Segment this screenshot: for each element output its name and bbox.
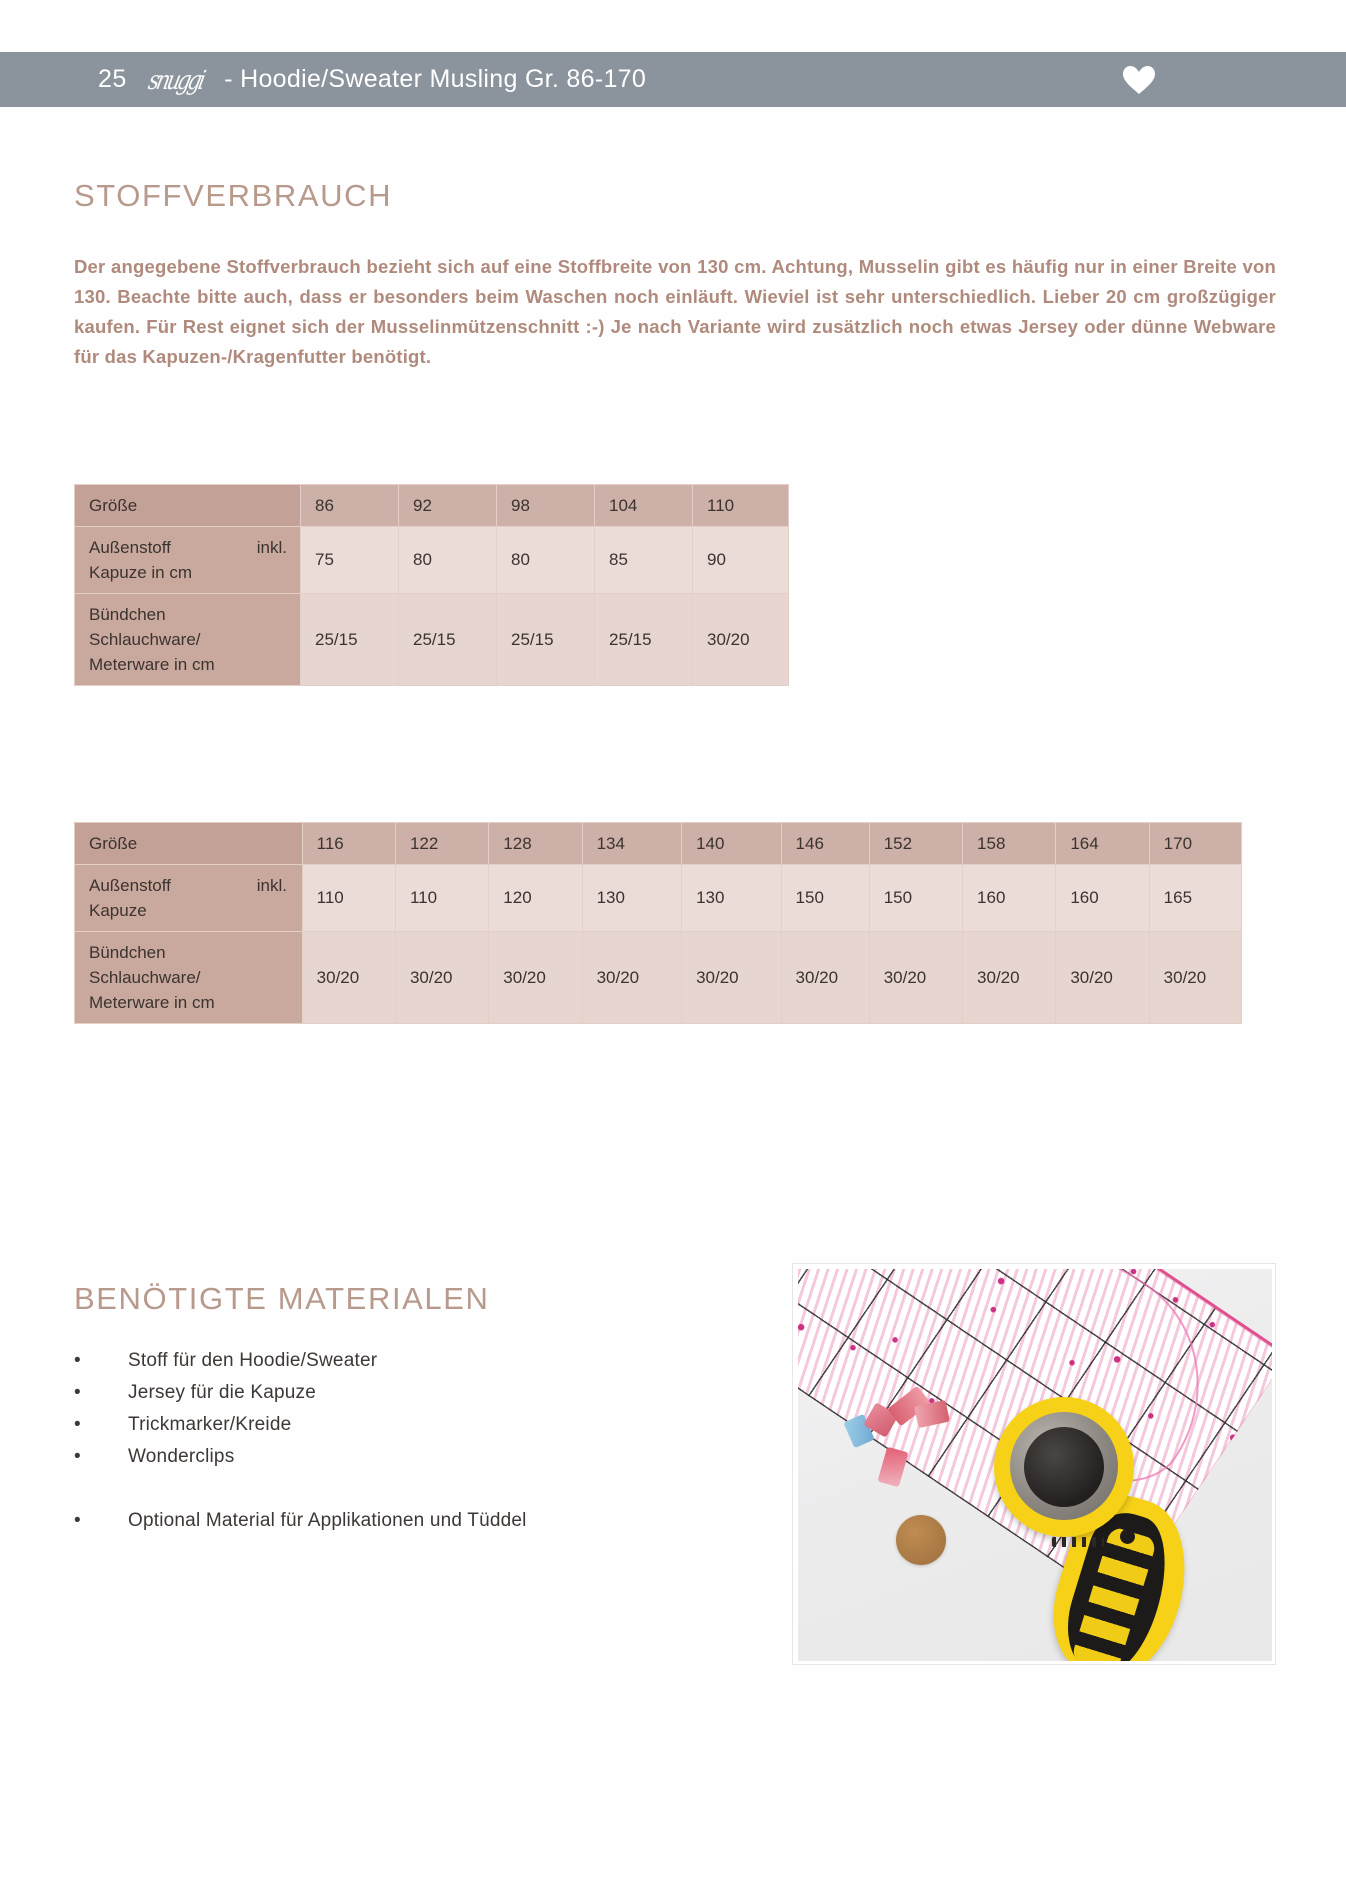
table-cell: 30/20 bbox=[581, 931, 683, 1024]
row-label-line2: Schlauchware/ bbox=[89, 968, 201, 987]
table-cell: 130 bbox=[581, 864, 683, 932]
photo-content bbox=[798, 1269, 1272, 1661]
row-label-line2: Schlauchware/ bbox=[89, 630, 201, 649]
table-row-header: Bündchen Schlauchware/ Meterware in cm bbox=[74, 593, 301, 686]
cutter-blade-hub bbox=[1024, 1427, 1104, 1507]
list-item: Wonderclips bbox=[74, 1441, 694, 1473]
table-header-cell: 146 bbox=[780, 822, 870, 865]
table-cell: 160 bbox=[962, 864, 1057, 932]
table-row: Außenstoff inkl. Kapuze in cm 75 80 80 8… bbox=[74, 526, 789, 594]
table-cell: 85 bbox=[594, 526, 693, 594]
table-row: Bündchen Schlauchware/ Meterware in cm 3… bbox=[74, 931, 1243, 1024]
table-cell: 80 bbox=[496, 526, 595, 594]
table-header-cell: 122 bbox=[394, 822, 490, 865]
table-header-cell: 110 bbox=[692, 484, 789, 527]
table-row-header: Größe bbox=[74, 822, 303, 865]
row-label-line2: Kapuze in cm bbox=[89, 563, 192, 582]
table-cell: 30/20 bbox=[394, 931, 490, 1024]
table-row-header: Außenstoff inkl. Kapuze bbox=[74, 864, 303, 932]
page-header-bar: 25 snuggi - Hoodie/Sweater Musling Gr. 8… bbox=[0, 52, 1346, 107]
table-row-header: Größe bbox=[74, 484, 301, 527]
cutter-vents bbox=[1052, 1537, 1104, 1547]
table-row-header: Außenstoff inkl. Kapuze in cm bbox=[74, 526, 301, 594]
row-label-primary: Außenstoff bbox=[89, 876, 171, 895]
table-header-cell: 98 bbox=[496, 484, 595, 527]
table-row-header: Bündchen Schlauchware/ Meterware in cm bbox=[74, 931, 303, 1024]
table-header-cell: 140 bbox=[681, 822, 782, 865]
table-cell: 25/15 bbox=[594, 593, 693, 686]
table-cell: 130 bbox=[681, 864, 782, 932]
size-table-large: Größe 116 122 128 134 140 146 152 158 16… bbox=[74, 822, 1243, 1024]
brand-logo: snuggi bbox=[145, 64, 206, 95]
materials-photo bbox=[792, 1263, 1276, 1665]
list-item: Stoff für den Hoodie/Sweater bbox=[74, 1345, 694, 1377]
size-table-small: Größe 86 92 98 104 110 Außenstoff inkl. … bbox=[74, 484, 789, 686]
table-header-cell: 170 bbox=[1148, 822, 1243, 865]
table-cell: 25/15 bbox=[496, 593, 595, 686]
table-cell: 25/15 bbox=[300, 593, 399, 686]
table-cell: 80 bbox=[398, 526, 497, 594]
table-header-cell: 152 bbox=[868, 822, 964, 865]
table-cell: 30/20 bbox=[488, 931, 583, 1024]
heart-icon bbox=[1122, 65, 1156, 95]
table-header-row: Größe 86 92 98 104 110 bbox=[74, 484, 789, 527]
cutter-safety-button bbox=[1120, 1529, 1135, 1544]
table-header-cell: 104 bbox=[594, 484, 693, 527]
table-cell: 30/20 bbox=[1148, 931, 1243, 1024]
table-header-cell: 164 bbox=[1055, 822, 1150, 865]
row-label-line3: Meterware in cm bbox=[89, 993, 215, 1012]
table-row: Außenstoff inkl. Kapuze 110 110 120 130 … bbox=[74, 864, 1243, 932]
table-cell: 75 bbox=[300, 526, 399, 594]
table-cell: 30/20 bbox=[1055, 931, 1150, 1024]
row-label-primary: Bündchen bbox=[89, 605, 166, 624]
table-header-cell: 86 bbox=[300, 484, 399, 527]
table-cell: 90 bbox=[692, 526, 789, 594]
row-label-primary: Außenstoff bbox=[89, 538, 171, 557]
table-cell: 150 bbox=[868, 864, 964, 932]
table-cell: 25/15 bbox=[398, 593, 497, 686]
table-cell: 165 bbox=[1148, 864, 1243, 932]
row-label-line3: Meterware in cm bbox=[89, 655, 215, 674]
table-cell: 150 bbox=[780, 864, 870, 932]
table-cell: 110 bbox=[301, 864, 396, 932]
wonderclip bbox=[877, 1446, 909, 1488]
table-cell: 110 bbox=[394, 864, 490, 932]
row-label-secondary: inkl. bbox=[256, 876, 287, 895]
table-cell: 30/20 bbox=[301, 931, 396, 1024]
list-item: Jersey für die Kapuze bbox=[74, 1377, 694, 1409]
table-cell: 30/20 bbox=[962, 931, 1057, 1024]
table-header-cell: 134 bbox=[581, 822, 683, 865]
table-cell: 30/20 bbox=[692, 593, 789, 686]
list-item-optional: Optional Material für Applikationen und … bbox=[74, 1505, 694, 1537]
materials-list: Stoff für den Hoodie/Sweater Jersey für … bbox=[74, 1345, 694, 1537]
row-label-primary: Bündchen bbox=[89, 943, 166, 962]
list-item: Trickmarker/Kreide bbox=[74, 1409, 694, 1441]
table-cell: 120 bbox=[488, 864, 583, 932]
table-row: Bündchen Schlauchware/ Meterware in cm 2… bbox=[74, 593, 789, 686]
section-heading-stoffverbrauch: STOFFVERBRAUCH bbox=[74, 178, 393, 213]
table-header-cell: 92 bbox=[398, 484, 497, 527]
table-header-cell: 116 bbox=[301, 822, 396, 865]
row-label-line2: Kapuze bbox=[89, 901, 147, 920]
table-cell: 30/20 bbox=[868, 931, 964, 1024]
table-header-cell: 158 bbox=[962, 822, 1057, 865]
header-title: - Hoodie/Sweater Musling Gr. 86-170 bbox=[224, 65, 647, 93]
table-header-cell: 128 bbox=[488, 822, 583, 865]
brown-disc bbox=[896, 1515, 946, 1565]
intro-paragraph: Der angegebene Stoffverbrauch bezieht si… bbox=[74, 256, 1276, 367]
table-cell: 160 bbox=[1055, 864, 1150, 932]
rotary-cutter bbox=[994, 1397, 1244, 1661]
section-heading-materialen: BENÖTIGTE MATERIALEN bbox=[74, 1281, 490, 1316]
page-number: 25 bbox=[98, 65, 127, 93]
table-cell: 30/20 bbox=[780, 931, 870, 1024]
row-label-secondary: inkl. bbox=[256, 538, 287, 557]
table-header-row: Größe 116 122 128 134 140 146 152 158 16… bbox=[74, 822, 1243, 865]
table-cell: 30/20 bbox=[681, 931, 782, 1024]
